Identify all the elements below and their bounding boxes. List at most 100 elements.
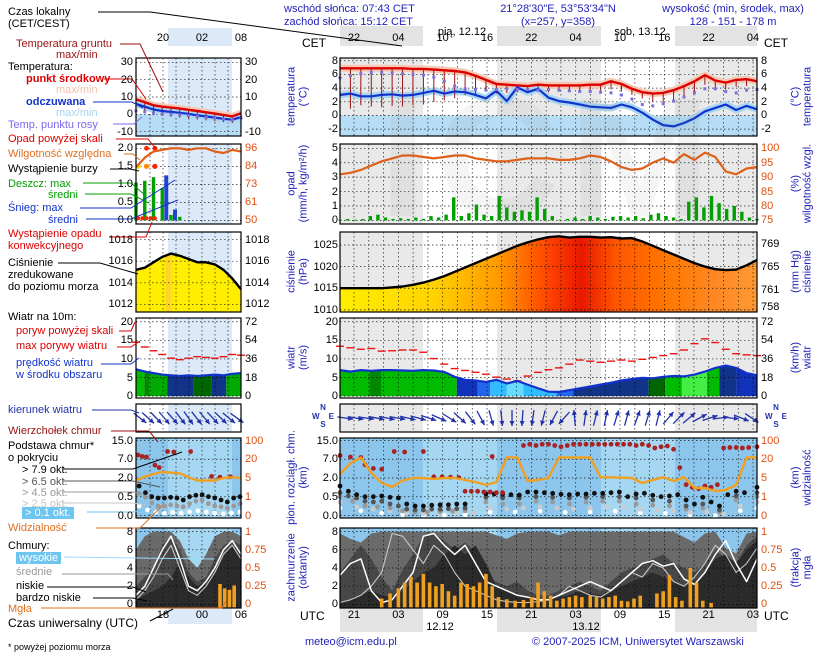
coords-text: 21°28'30"E, 53°53'34"N [500, 3, 616, 15]
axis-tick: 06 [234, 609, 248, 621]
axis-tick: 0 [761, 598, 768, 611]
axis-tick: 20 [120, 315, 133, 328]
axis-tick: 3 [331, 171, 338, 184]
compass-letter-S: S [773, 420, 779, 429]
axis-tick: 5 [331, 371, 338, 384]
axis-tick: -2 [761, 123, 771, 136]
legend-temperatura-lbl: Temperatura: [8, 61, 73, 73]
axis-tick: 0.5 [761, 562, 777, 574]
axis-tick: 75 [761, 214, 774, 227]
axis-tick: 96 [245, 142, 258, 155]
axis-tick: 16 [480, 32, 494, 44]
legend-mgla: Mgła [8, 603, 32, 615]
axis-tick: 21 [702, 609, 715, 621]
axis-tick: 20 [156, 32, 170, 44]
compass-letter-E: E [328, 412, 334, 421]
legend-wierzcholek: Wierzchołek chmur [8, 425, 102, 437]
axis-tick: 20 [325, 315, 338, 328]
axis-tick: 04 [392, 32, 405, 44]
axis-tick: 09 [436, 609, 449, 621]
axis-tick: 1 [761, 525, 768, 538]
axis-tick: 02 [195, 32, 209, 44]
legend-okt79: > 7.9 okt. [22, 464, 68, 476]
axis-tick: 1020 [313, 260, 338, 273]
date1-label: 12.12 [426, 621, 454, 633]
axis-tick: 769 [761, 237, 780, 250]
axis-tick: 1014 [245, 276, 270, 289]
compass-letter-E: E [781, 412, 787, 421]
axis-tick: 0 [126, 598, 133, 611]
axis-tick: 0.5 [322, 490, 338, 503]
altitude-label: wysokość (min, środek, max) [662, 3, 804, 15]
axis-tick: 0 [331, 598, 338, 611]
legend-deszcz-max: Deszcz: max [8, 178, 71, 190]
axis-tick: 1012 [108, 298, 133, 311]
compass-letter-S: S [320, 420, 326, 429]
axis-tick: 0 [761, 390, 768, 403]
axis-tick: 1016 [245, 255, 270, 268]
axis-tick: 0 [761, 509, 768, 522]
axis-tick: 84 [245, 160, 258, 173]
legend-wiatr-lbl: Wiatr na 10m: [8, 311, 77, 323]
legend-deszcz-sredni: średni [48, 189, 78, 201]
axis-tick: 36 [245, 352, 258, 365]
legend-footnote: * powyżej poziomu morza [8, 642, 111, 652]
axis-wiatr-left: wiatr (m/s) [285, 344, 310, 371]
axis-tick: 22 [525, 32, 538, 44]
axis-tick: 54 [761, 334, 774, 347]
axis-tick: 1015 [313, 282, 338, 295]
axis-tick: 61 [245, 196, 258, 209]
axis-tick: 0.5 [117, 196, 133, 209]
cet-label-right: CET [764, 36, 788, 50]
axis-tick: 36 [761, 352, 774, 365]
legend-wysokie: wysokie [16, 552, 62, 564]
axis-tick: 18 [245, 371, 258, 384]
axis-tick: 10 [436, 32, 449, 44]
axis-tick: 21 [525, 609, 538, 621]
axis-tick: 22 [702, 32, 715, 44]
axis-tick: 4 [331, 82, 338, 95]
axis-tick: 2 [331, 95, 338, 108]
axis-wiatr-right: (km/h) wiatr [789, 341, 814, 374]
legend-konwekcyjny-2: konwekcyjnego [8, 240, 84, 252]
axis-tick: 765 [761, 260, 780, 273]
axis-tick: 16 [658, 32, 671, 44]
axis-tick: 758 [761, 301, 780, 314]
copyright-text: © 2007-2025 ICM, Uniwersytet Warszawski [532, 636, 744, 648]
axis-tick: 10 [120, 91, 133, 103]
axis-tick: 4 [331, 156, 338, 169]
axis-tick: 2 [126, 580, 133, 593]
legend-niskie: niskie [16, 580, 45, 592]
legend-poryw: poryw powyżej skali [16, 325, 114, 337]
axis-tick: 1 [245, 490, 252, 503]
axis-tick: 1012 [245, 298, 270, 311]
legend-okt65: > 6.5 okt. [22, 476, 68, 488]
axis-tick: 15 [658, 609, 671, 621]
axis-tick: 0.75 [761, 543, 783, 556]
axis-tick: 1014 [108, 276, 133, 289]
axis-tick: 0 [126, 108, 133, 121]
axis-tick: 0.25 [761, 580, 783, 593]
axis-tick: 30 [245, 56, 258, 69]
axis-tick: 0.0 [117, 509, 133, 522]
axis-tick: 15.0 [316, 434, 338, 447]
axis-tick: 10 [613, 32, 627, 44]
legend-snieg-max: Śnieg: max [8, 202, 64, 214]
axis-tick: 50 [245, 214, 258, 227]
axis-tick: 7.0 [117, 453, 133, 466]
axis-tick: 2.0 [117, 472, 133, 484]
day2-label: sob, 13.12 [614, 26, 666, 38]
axis-zachmurzenie-left: zachmurzenie (oktanty) [285, 533, 310, 602]
axis-tick: 1.0 [117, 178, 133, 191]
axis-tick: 4 [331, 562, 338, 574]
axis-tick: 6 [761, 68, 768, 81]
axis-tick: 6 [331, 68, 338, 81]
axis-tick: 0.75 [245, 543, 267, 556]
axis-tick: 1 [761, 490, 768, 503]
axis-tick: 1 [331, 199, 338, 212]
axis-tick: 0 [126, 390, 133, 403]
axis-tick: 1 [245, 525, 252, 538]
axis-tick: 54 [245, 334, 258, 347]
axis-tick: 5 [245, 472, 252, 484]
